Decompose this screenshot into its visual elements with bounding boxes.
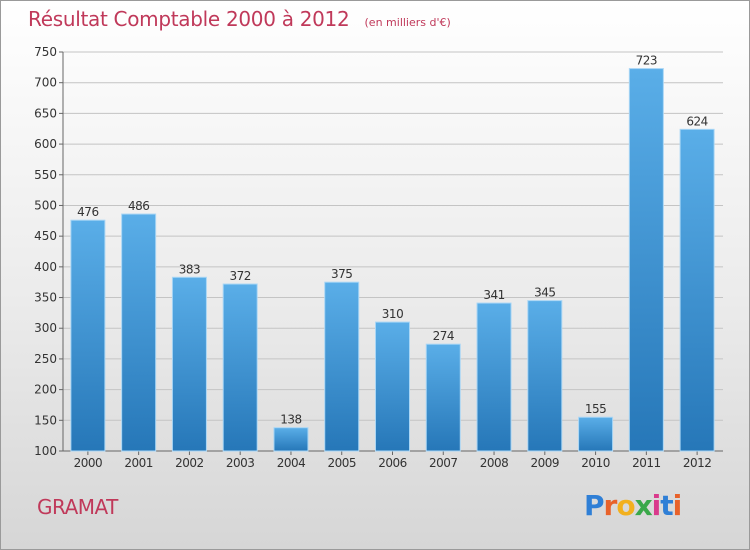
y-tick-label: 250: [34, 352, 57, 366]
proxiti-logo[interactable]: Proxiti: [584, 489, 683, 522]
bar-2006: [375, 321, 410, 452]
data-label-2004: 138: [280, 413, 301, 427]
bar-2008: [476, 302, 512, 452]
bar-2002: [171, 276, 207, 452]
y-tick-label: 500: [34, 198, 57, 212]
data-label-2000: 476: [77, 205, 98, 219]
data-label-2001: 486: [128, 199, 149, 213]
city-name: GRAMAT: [37, 495, 118, 519]
logo-letter: P: [584, 489, 605, 522]
logo-letter: o: [616, 489, 635, 522]
data-label-2003: 372: [229, 269, 250, 283]
y-tick-label: 100: [34, 444, 57, 458]
data-label-2007: 274: [433, 329, 454, 343]
y-tick-label: 650: [34, 106, 57, 120]
data-label-2012: 624: [686, 114, 707, 128]
x-tick-label-2011: 2011: [632, 456, 661, 470]
bar-2010: [578, 416, 614, 452]
x-tick-label-2008: 2008: [480, 456, 509, 470]
bar-2001: [121, 213, 157, 452]
label-layer: 476 486 383 372 138 375 310 274 341 345 155 723 624: [77, 54, 708, 427]
x-tick-label-2005: 2005: [327, 456, 356, 470]
chart-title: Résultat Comptable 2000 à 2012: [28, 7, 350, 31]
x-tick-label-2000: 2000: [74, 456, 103, 470]
title-row: Résultat Comptable 2000 à 2012 (en milli…: [28, 7, 451, 31]
y-tick-label: 350: [34, 291, 57, 305]
x-tick-label-2007: 2007: [429, 456, 458, 470]
x-tick-label-2001: 2001: [124, 456, 153, 470]
x-tick-label-2010: 2010: [581, 456, 610, 470]
bar-layer: [70, 68, 715, 452]
x-tick-label-2003: 2003: [226, 456, 255, 470]
bar-2003: [222, 283, 258, 452]
bar-2007: [425, 343, 461, 452]
x-tick-label-2006: 2006: [378, 456, 407, 470]
data-label-2008: 341: [483, 288, 504, 302]
axis-layer: 100 150 200 250 300 350 400 450 500 550 600 650 700 7…: [34, 45, 723, 470]
y-tick-label: 400: [34, 260, 57, 274]
x-tick-label-2002: 2002: [175, 456, 204, 470]
bar-2004: [273, 427, 309, 452]
bar-2009: [527, 300, 563, 452]
data-label-2002: 383: [179, 262, 200, 276]
x-tick-label-2009: 2009: [531, 456, 560, 470]
y-tick-label: 450: [34, 229, 57, 243]
y-tick-label: 150: [34, 413, 57, 427]
data-label-2011: 723: [636, 54, 657, 68]
bar-2011: [628, 68, 664, 452]
y-tick-label: 750: [34, 45, 57, 59]
logo-letter: x: [634, 489, 653, 522]
x-tick-label-2012: 2012: [683, 456, 712, 470]
x-tick-label-2004: 2004: [277, 456, 306, 470]
data-label-2010: 155: [585, 402, 606, 416]
logo-letter: t: [660, 489, 673, 522]
data-label-2006: 310: [382, 307, 403, 321]
bar-2005: [324, 281, 360, 452]
bar-2000: [70, 219, 106, 452]
logo-letter: i: [672, 489, 683, 522]
logo-letter: i: [651, 489, 662, 522]
chart-subtitle: (en milliers d'€): [364, 16, 451, 29]
bar-2012: [679, 128, 715, 452]
logo-letter: r: [603, 489, 618, 522]
y-tick-label: 700: [34, 76, 57, 90]
data-label-2009: 345: [534, 286, 555, 300]
y-tick-label: 200: [34, 383, 57, 397]
y-tick-label: 600: [34, 137, 57, 151]
y-tick-label: 300: [34, 321, 57, 335]
y-tick-label: 550: [34, 168, 57, 182]
data-label-2005: 375: [331, 267, 352, 281]
